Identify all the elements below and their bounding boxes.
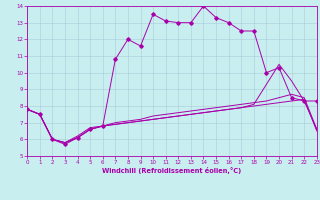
- X-axis label: Windchill (Refroidissement éolien,°C): Windchill (Refroidissement éolien,°C): [102, 167, 242, 174]
